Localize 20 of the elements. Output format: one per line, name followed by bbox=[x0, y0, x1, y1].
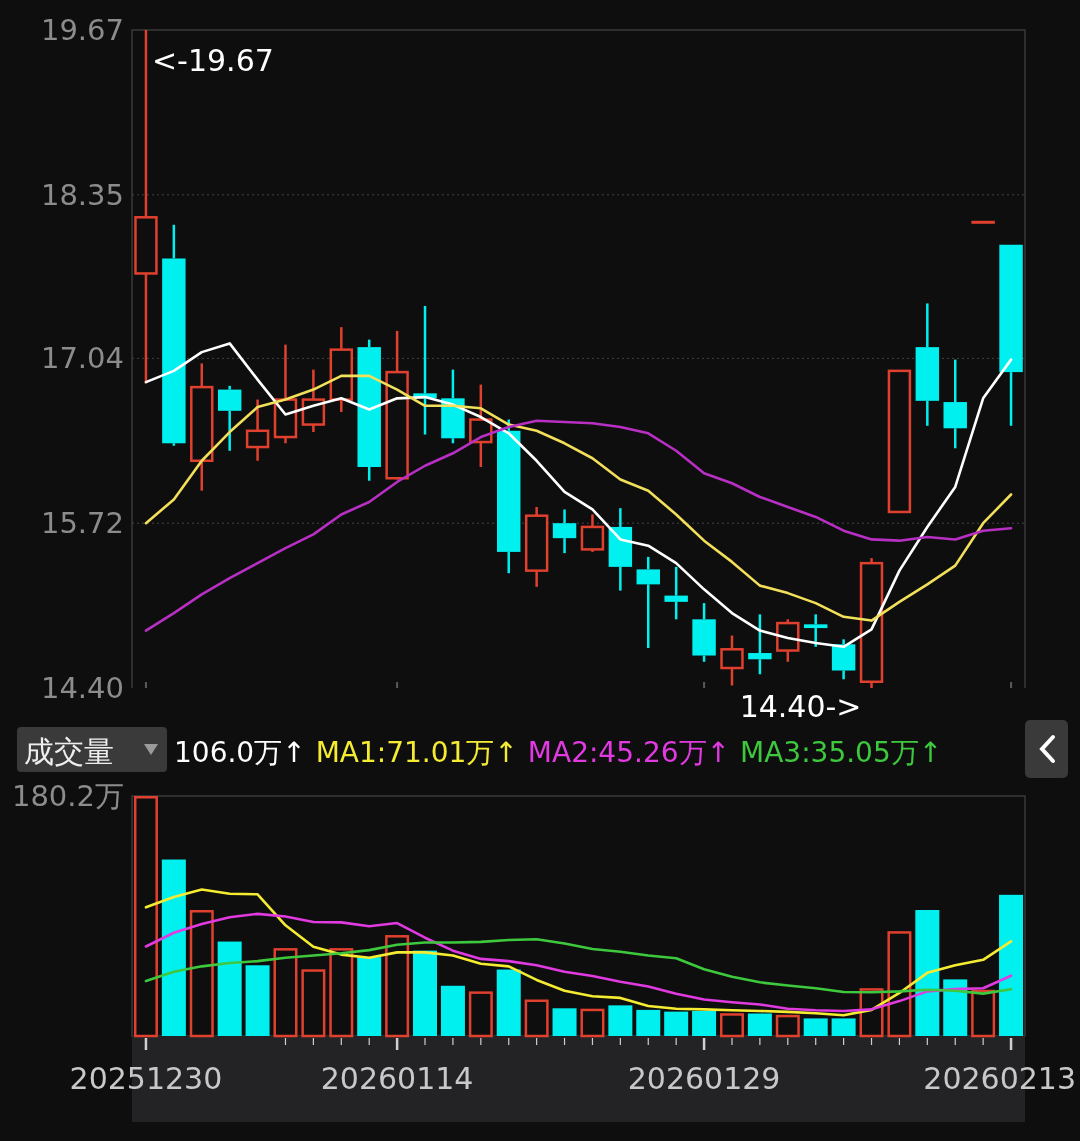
y-tick-label: 14.40 bbox=[40, 671, 124, 705]
chart-title: 成交量 bbox=[24, 734, 114, 769]
text: 14.40-> bbox=[739, 688, 862, 724]
text: 106.0万↑ bbox=[174, 736, 306, 769]
x-tick-label: 20260129 bbox=[627, 1061, 781, 1096]
y-tick-label: 17.04 bbox=[40, 341, 124, 376]
line-series bbox=[144, 342, 1013, 649]
text: MA1:71.01万↑ bbox=[315, 736, 518, 769]
text: MA3:35.05万↑ bbox=[740, 736, 943, 769]
x-tick-label: 20260213 bbox=[923, 1061, 1076, 1096]
y-tick-label: 19.67 bbox=[40, 13, 124, 47]
x-tick-label: 20260114 bbox=[320, 1061, 474, 1096]
line-series bbox=[144, 419, 1013, 632]
y-tick-label: 180.2万 bbox=[11, 779, 124, 813]
y-tick-label: 18.35 bbox=[40, 177, 124, 212]
annotation: <-19.67 bbox=[151, 42, 274, 78]
text: MA2:45.26万↑ bbox=[527, 736, 730, 769]
x-tick-label: 20251230 bbox=[69, 1061, 223, 1096]
line-series bbox=[144, 374, 1013, 622]
y-tick-label: 15.72 bbox=[40, 506, 124, 541]
